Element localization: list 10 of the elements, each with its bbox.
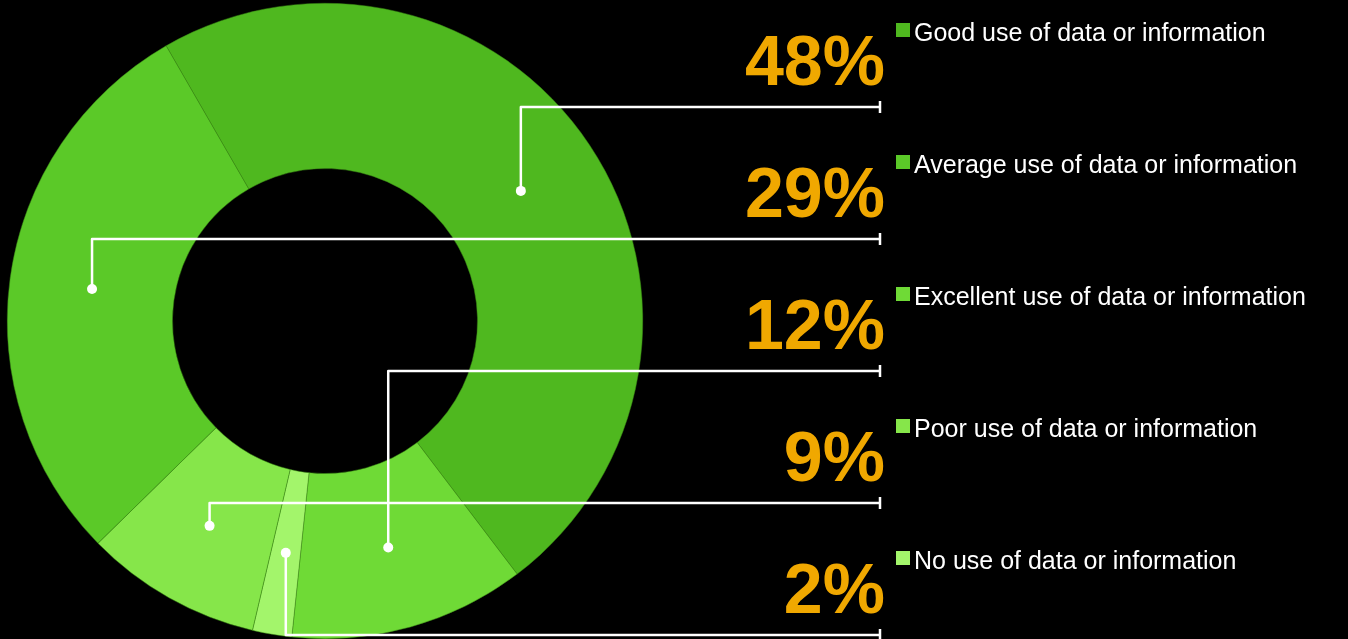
legend-label: Average use of data or information <box>914 150 1298 178</box>
data-label: 12% <box>744 286 885 364</box>
legend-label: Poor use of data or information <box>914 414 1258 442</box>
data-label: 48% <box>744 22 885 100</box>
legend-label: Good use of data or information <box>914 18 1266 46</box>
legend-label: No use of data or information <box>914 546 1237 574</box>
data-label: 29% <box>744 154 885 232</box>
legend-label: Excellent use of data or information <box>914 282 1306 310</box>
data-label: 9% <box>783 418 885 496</box>
data-label: 2% <box>783 550 885 628</box>
